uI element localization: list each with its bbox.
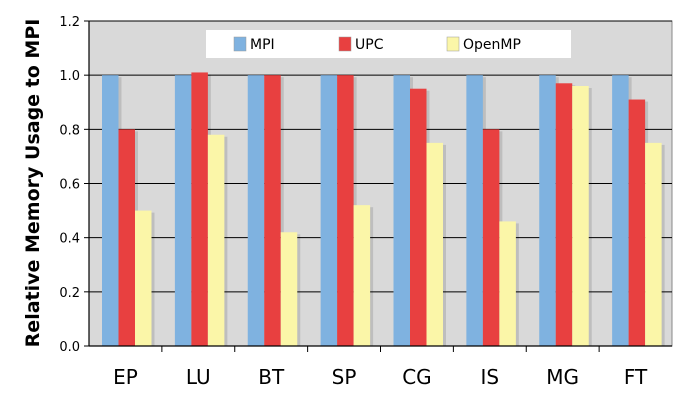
y-tick-label: 0.6	[59, 178, 80, 193]
bar-openmp-lu	[207, 134, 225, 346]
legend-swatch-openmp	[446, 36, 460, 52]
bar-mpi-cg	[393, 75, 410, 347]
bar-openmp-mg	[572, 86, 589, 346]
bar-upc-bt	[264, 75, 281, 347]
bar-upc-ep	[118, 129, 135, 346]
axes-group: 0.0 0.2 0.4 0.6 0.8 1.0 1.2 EP LU BT SP CG IS MG FT	[59, 15, 672, 389]
bars-group	[102, 72, 665, 347]
bar-mpi-ep	[102, 75, 119, 347]
legend-label-openmp: OpenMP	[463, 37, 521, 53]
bar-openmp-cg	[426, 142, 443, 346]
x-tick-label: SP	[332, 365, 357, 389]
y-tick-label: 1.2	[59, 15, 80, 30]
x-tick-label: BT	[258, 365, 285, 389]
x-tick-label: IS	[481, 365, 500, 389]
legend-swatch-mpi	[233, 36, 247, 52]
x-tick-label: EP	[113, 365, 138, 389]
x-tick-label: CG	[402, 365, 431, 389]
legend-label-upc: UPC	[355, 37, 384, 53]
x-tick-label: MG	[546, 365, 579, 389]
bar-mpi-lu	[174, 75, 192, 347]
bar-openmp-bt	[280, 232, 298, 346]
bar-mpi-ft	[612, 75, 629, 347]
bar-upc-is	[482, 129, 500, 346]
x-tick-label: FT	[624, 365, 648, 389]
bar-openmp-ft	[645, 142, 662, 346]
bar-mpi-is	[466, 75, 483, 347]
bar-mpi-mg	[539, 75, 556, 347]
x-tick-label: LU	[186, 365, 211, 389]
bar-upc-mg	[555, 83, 573, 347]
bar-mpi-sp	[320, 75, 338, 347]
bar-openmp-ep	[135, 210, 152, 346]
y-tick-label: 0.2	[59, 286, 80, 301]
legend: MPI UPC OpenMP	[206, 30, 571, 58]
y-tick-label: 0.4	[59, 232, 80, 247]
bar-mpi-bt	[247, 75, 265, 347]
bar-upc-ft	[628, 99, 646, 347]
legend-swatch-upc	[338, 36, 352, 52]
bar-upc-lu	[191, 72, 208, 346]
bar-openmp-sp	[353, 205, 371, 346]
y-tick-label: 1.0	[59, 69, 80, 84]
legend-label-mpi: MPI	[250, 37, 275, 53]
y-tick-label: 0.8	[59, 123, 80, 138]
legend-box	[206, 30, 571, 58]
y-axis-label: Relative Memory Usage to MPI	[22, 19, 44, 348]
y-tick-label: 0.0	[59, 340, 80, 355]
bar-upc-sp	[337, 75, 354, 347]
bar-upc-cg	[410, 88, 427, 346]
bar-openmp-is	[499, 221, 516, 346]
